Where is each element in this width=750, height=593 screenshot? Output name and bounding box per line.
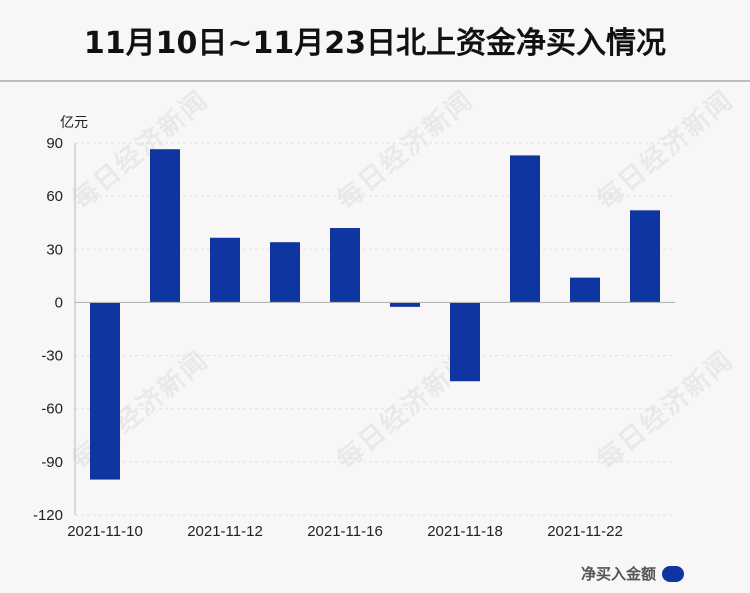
x-tick-label: 2021-11-22 (547, 523, 623, 540)
x-tick-label: 2021-11-18 (427, 523, 503, 540)
chart-title: 11月10日~11月23日北上资金净买入情况 (83, 26, 667, 61)
bar (510, 155, 540, 303)
bar (330, 228, 360, 303)
y-tick-label: 60 (46, 188, 63, 205)
y-tick-label: -120 (33, 507, 63, 524)
title-divider (0, 80, 750, 82)
bar (210, 237, 240, 303)
bar (570, 277, 600, 303)
x-tick-label: 2021-11-10 (67, 523, 143, 540)
bar (150, 149, 180, 303)
bar (390, 302, 420, 307)
bar (630, 210, 660, 303)
bar (270, 242, 300, 303)
bar (450, 302, 480, 382)
x-tick-label: 2021-11-12 (187, 523, 263, 540)
y-tick-label: 30 (46, 241, 63, 258)
y-tick-label: 90 (46, 135, 63, 152)
y-tick-label: -30 (41, 348, 63, 365)
y-tick-label: 0 (55, 294, 63, 311)
y-tick-label: -90 (41, 454, 63, 471)
y-tick-label: -60 (41, 401, 63, 418)
x-tick-label: 2021-11-16 (307, 523, 383, 540)
legend: 净买入金额 (581, 563, 684, 584)
legend-label: 净买入金额 (580, 565, 656, 583)
bar (90, 302, 120, 480)
legend-swatch (662, 565, 684, 582)
y-axis-unit: 亿元 (60, 115, 88, 131)
